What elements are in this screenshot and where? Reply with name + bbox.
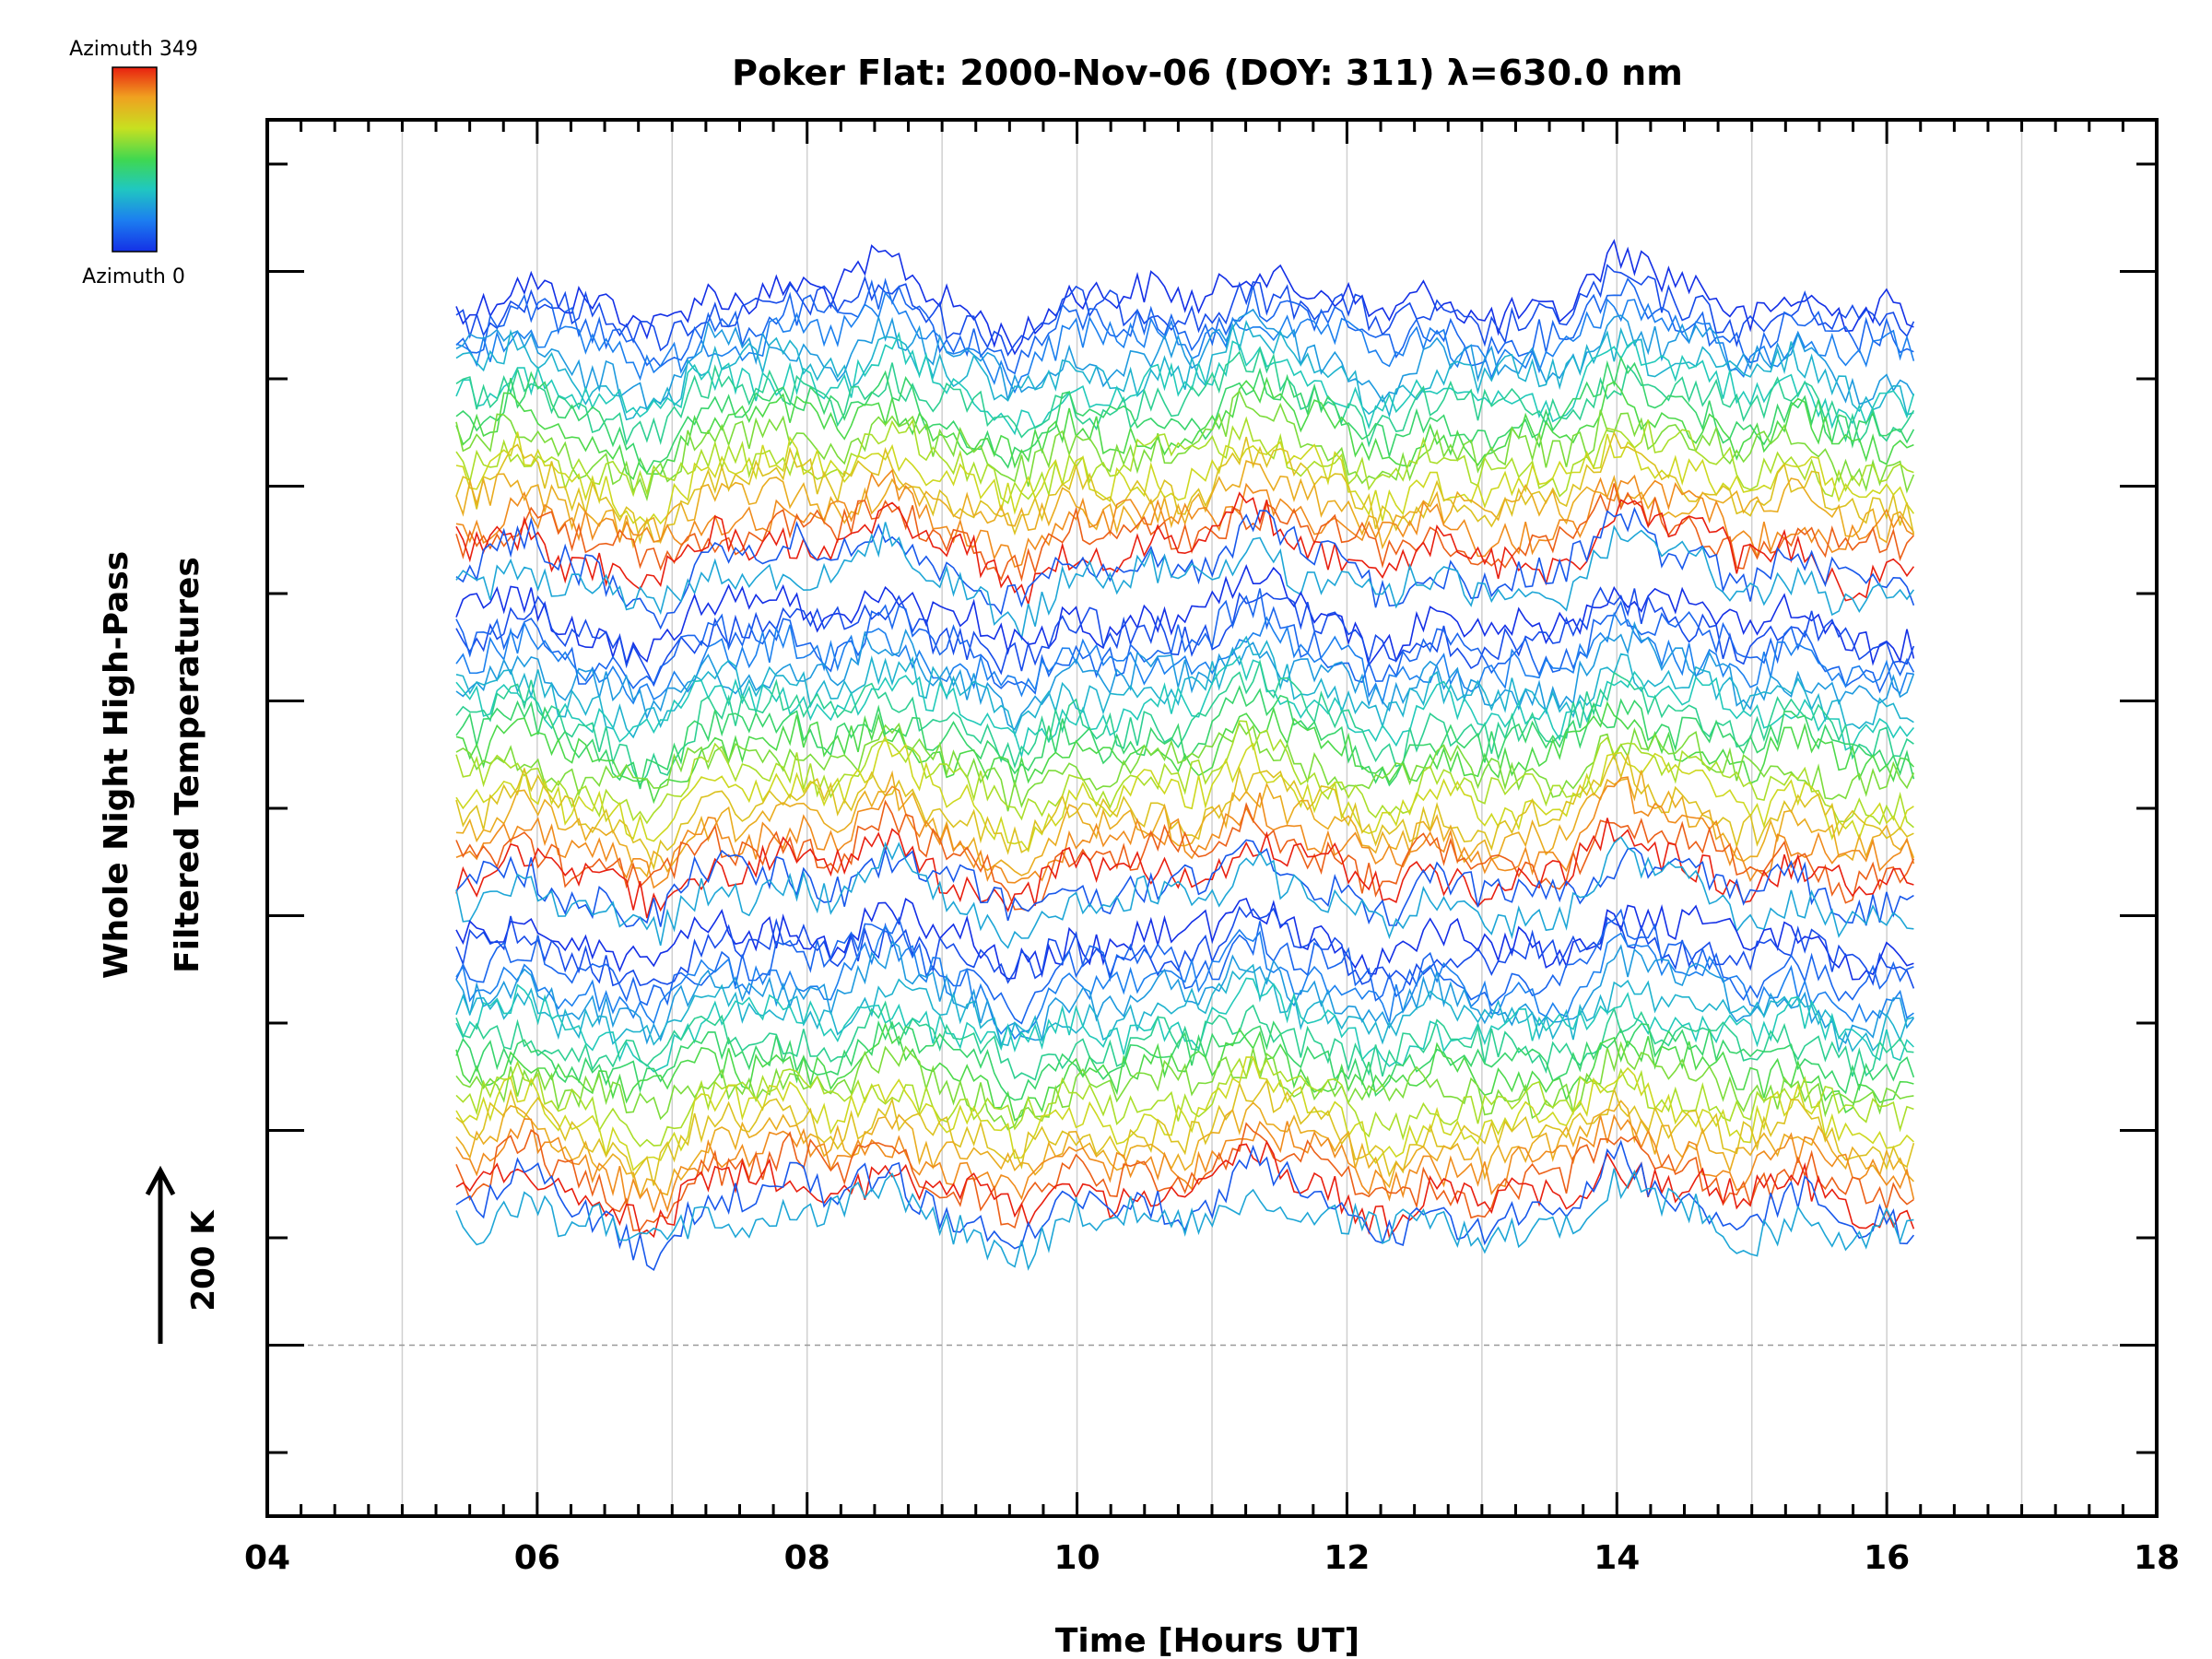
series-line [455,588,1915,695]
series-line [455,416,1914,505]
series-line [455,308,1915,412]
x-tick-label: 18 [2134,1539,2180,1577]
series-line [455,897,1914,981]
series-line [455,346,1915,448]
series-line [455,720,1914,829]
series-line [455,735,1914,853]
grid-lines [267,120,2157,1516]
colorbar-bottom-label: Azimuth 0 [82,265,185,288]
series-line [455,1139,1915,1239]
x-tick-label: 04 [244,1539,290,1577]
series-line [455,277,1914,375]
series-line [455,290,1915,394]
series-line [455,770,1915,878]
x-tick-labels: 04 06 08 10 12 14 16 18 [244,1539,2180,1577]
series-line [455,1019,1915,1101]
series-line [455,491,1915,607]
scale-bar-label: 200 K [185,1209,222,1312]
plot-axes [265,118,2159,1518]
x-tick-label: 06 [514,1539,560,1577]
series-line [455,700,1914,805]
series-line [455,1139,1915,1272]
series-line [455,264,1915,357]
series-line [455,905,1915,989]
series-line [455,685,1915,790]
series-line [455,776,1915,889]
series-line [455,654,1915,759]
series-line [455,564,1915,667]
series-line [455,483,1914,582]
series-line [455,977,1914,1073]
colorbar-legend: Azimuth 349 Azimuth 0 [69,38,198,288]
series-line [455,1022,1914,1122]
series-line [455,722,1915,812]
series-line [455,620,1915,731]
series-line [455,239,1914,356]
x-tick-label: 08 [784,1539,830,1577]
scale-bar: 200 K [145,1165,222,1344]
series-lines [455,239,1915,1272]
series-line [455,355,1915,475]
x-tick-label: 16 [1864,1539,1910,1577]
series-line [455,319,1914,421]
series-line [455,963,1914,1054]
series-line [455,1113,1915,1214]
series-line [455,940,1915,1049]
series-line [455,752,1914,871]
series-line [455,376,1914,481]
series-line [455,430,1915,545]
series-line [455,1122,1914,1231]
colorbar-gradient [112,66,158,253]
series-line [455,1100,1914,1200]
series-line [455,1000,1914,1081]
series-line [455,839,1914,928]
series-line [455,331,1915,436]
series-line [455,1168,1914,1271]
series-line [455,635,1914,739]
x-tick-label: 14 [1594,1539,1640,1577]
scale-arrow-head [145,1165,176,1196]
y-axis-label-line2: Filtered Temperatures [169,557,206,973]
series-line [455,1056,1914,1172]
series-line [455,506,1915,630]
series-line [455,468,1914,569]
chart-title: Poker Flat: 2000-Nov-06 (DOY: 311) λ=630… [732,53,1683,93]
colorbar-top-label: Azimuth 349 [69,38,198,61]
series-line [455,390,1915,502]
series-line [455,659,1914,787]
series-line [455,836,1914,949]
x-tick-label: 12 [1324,1539,1370,1577]
series-line [455,522,1915,641]
y-axis-label-line1: Whole Night High-Pass [98,551,135,979]
x-tick-label: 10 [1054,1539,1100,1577]
series-line [455,586,1915,688]
x-axis-label: Time [Hours UT] [1055,1622,1359,1659]
series-line [455,431,1915,525]
